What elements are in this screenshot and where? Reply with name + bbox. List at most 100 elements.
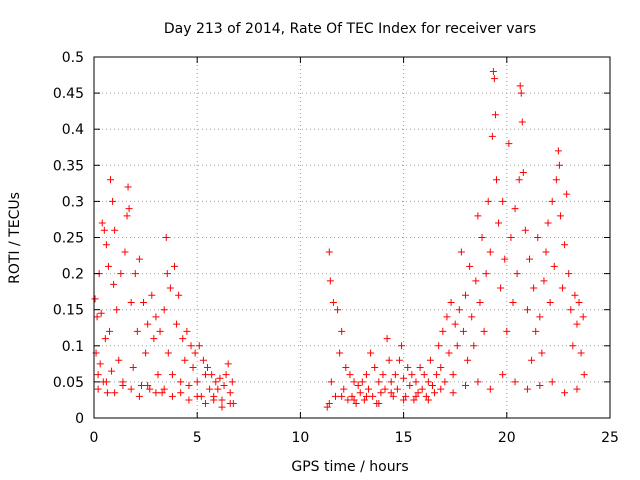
data-point xyxy=(476,298,484,306)
y-tick-label: 0.4 xyxy=(62,122,84,138)
data-point xyxy=(428,382,436,390)
data-point xyxy=(381,385,389,393)
data-point xyxy=(542,248,550,256)
data-point xyxy=(445,349,453,357)
data-point xyxy=(331,392,339,400)
data-point xyxy=(168,371,176,379)
data-point xyxy=(486,385,494,393)
data-point xyxy=(455,306,463,314)
data-point xyxy=(466,262,474,270)
data-point xyxy=(177,389,185,397)
data-point xyxy=(377,389,385,397)
data-point xyxy=(412,378,420,386)
data-point xyxy=(354,382,362,390)
data-point xyxy=(168,392,176,400)
data-point xyxy=(199,356,207,364)
data-point xyxy=(185,396,193,404)
data-point xyxy=(400,396,408,404)
data-point xyxy=(160,385,168,393)
data-point xyxy=(492,176,500,184)
data-point xyxy=(437,385,445,393)
data-point xyxy=(111,389,119,397)
data-point xyxy=(571,291,579,299)
data-point xyxy=(526,255,534,263)
data-point xyxy=(140,298,148,306)
data-point xyxy=(459,327,467,335)
data-point xyxy=(472,277,480,285)
data-point xyxy=(362,371,370,379)
data-point xyxy=(528,356,536,364)
data-point xyxy=(424,378,432,386)
data-point xyxy=(216,374,224,382)
data-point xyxy=(511,205,519,213)
data-point xyxy=(410,396,418,404)
data-point xyxy=(125,205,133,213)
data-point xyxy=(338,327,346,335)
data-point xyxy=(226,400,234,408)
data-point xyxy=(400,374,408,382)
data-point xyxy=(573,320,581,328)
data-point xyxy=(93,313,101,321)
data-point xyxy=(507,234,515,241)
data-point xyxy=(468,313,476,321)
data-point xyxy=(482,270,490,278)
y-tick-label: 0.45 xyxy=(53,86,84,102)
data-point xyxy=(97,309,105,317)
data-point xyxy=(346,371,354,379)
data-point xyxy=(348,392,356,400)
data-point xyxy=(102,378,110,386)
data-point xyxy=(509,298,517,306)
data-point xyxy=(352,400,360,408)
data-point xyxy=(226,389,234,397)
data-point xyxy=(462,382,470,390)
data-point xyxy=(124,183,132,191)
data-point xyxy=(449,371,457,379)
data-point xyxy=(521,226,529,234)
data-point xyxy=(94,371,102,379)
data-point xyxy=(548,197,556,205)
data-point xyxy=(484,197,492,205)
data-point xyxy=(166,284,174,292)
data-point xyxy=(162,234,170,241)
data-point xyxy=(356,389,364,397)
data-point xyxy=(367,349,375,357)
data-point xyxy=(435,342,443,350)
data-point xyxy=(326,277,334,285)
data-point xyxy=(474,378,482,386)
data-point xyxy=(154,371,162,379)
data-point xyxy=(218,396,226,404)
data-point xyxy=(103,389,111,397)
data-point xyxy=(144,382,152,390)
data-point xyxy=(565,270,573,278)
data-point xyxy=(160,306,168,314)
data-point xyxy=(552,176,560,184)
data-point xyxy=(183,327,191,335)
data-point xyxy=(127,298,135,306)
data-point xyxy=(204,363,212,371)
data-point xyxy=(406,382,414,390)
data-point xyxy=(580,371,588,379)
x-tick-label: 5 xyxy=(193,430,202,446)
data-point xyxy=(499,371,507,379)
data-point xyxy=(91,295,99,303)
y-tick-label: 0.35 xyxy=(53,158,84,174)
data-point xyxy=(561,389,569,397)
data-point xyxy=(563,190,571,198)
data-point xyxy=(420,371,428,379)
data-point xyxy=(577,349,585,357)
data-point xyxy=(208,371,216,379)
data-point xyxy=(146,385,154,393)
data-point xyxy=(109,197,117,205)
data-point xyxy=(530,284,538,292)
data-point xyxy=(336,349,344,357)
data-point xyxy=(402,392,410,400)
data-point xyxy=(135,255,143,263)
x-axis-label: GPS time / hours xyxy=(291,459,408,475)
grid xyxy=(94,57,610,418)
data-point xyxy=(470,342,478,350)
y-tick-label: 0.25 xyxy=(53,231,84,247)
data-point xyxy=(404,363,412,371)
data-point xyxy=(189,363,197,371)
data-point xyxy=(214,385,222,393)
data-point xyxy=(201,371,209,379)
